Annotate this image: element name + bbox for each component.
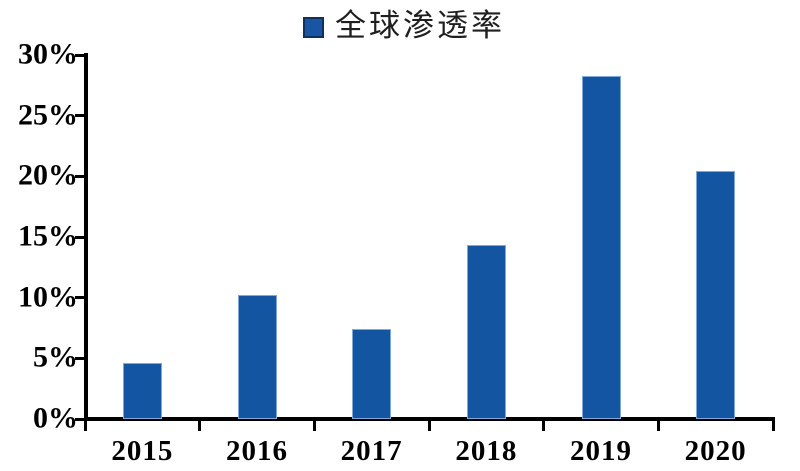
y-axis-tick xyxy=(75,53,85,57)
x-axis-label-2016: 2016 xyxy=(226,435,288,467)
x-axis-tick xyxy=(312,419,316,431)
x-axis-tick xyxy=(198,419,202,431)
x-axis-tick xyxy=(542,419,546,431)
y-axis-tick xyxy=(75,296,85,300)
y-axis-tick-label: 0% xyxy=(33,401,78,435)
bar-2018 xyxy=(466,245,506,419)
x-axis-tick xyxy=(656,419,660,431)
y-axis-tick-label: 10% xyxy=(18,280,78,314)
y-axis-line xyxy=(84,53,88,421)
bar-2020 xyxy=(696,171,736,419)
x-axis-label-2020: 2020 xyxy=(684,435,747,467)
y-axis-tick-label: 15% xyxy=(18,219,78,253)
chart-legend: 全球渗透率 xyxy=(303,10,505,41)
y-axis-tick-label: 20% xyxy=(18,158,78,192)
y-axis-tick xyxy=(75,114,85,118)
legend-series-label: 全球渗透率 xyxy=(335,8,505,43)
y-axis-tick xyxy=(75,356,85,360)
x-axis-label-2015: 2015 xyxy=(111,435,174,467)
x-axis-tick xyxy=(771,419,775,431)
y-axis-tick xyxy=(75,174,85,178)
y-axis-tick-label: 30% xyxy=(18,37,78,71)
x-axis-tick xyxy=(427,419,431,431)
x-axis-label-2018: 2018 xyxy=(455,435,518,467)
bar-2016 xyxy=(237,295,277,419)
y-axis-tick xyxy=(75,417,85,421)
bar-2015 xyxy=(122,363,162,419)
x-axis-label-2017: 2017 xyxy=(340,435,403,467)
bar-2019 xyxy=(581,75,621,419)
y-axis-tick xyxy=(75,235,85,239)
x-axis-label-2019: 2019 xyxy=(570,435,632,467)
x-axis-tick xyxy=(83,419,87,431)
bar-2017 xyxy=(352,329,392,419)
y-axis-tick-label: 25% xyxy=(18,98,78,132)
legend-swatch-icon xyxy=(303,16,324,38)
y-axis-tick-label: 5% xyxy=(33,340,78,374)
